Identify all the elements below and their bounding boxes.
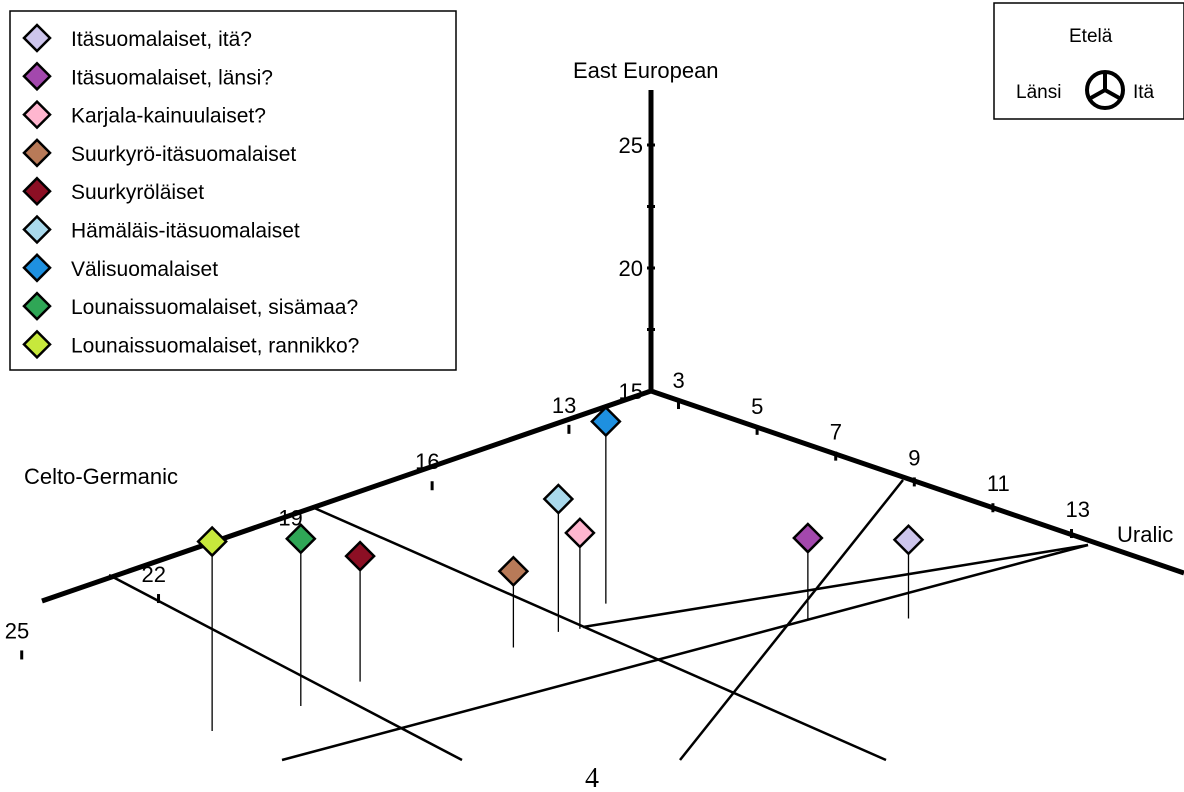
tick-label-x: 11 xyxy=(987,471,1010,496)
data-point-3 xyxy=(564,517,596,549)
legend-label-1: Itäsuomalaiset, itä? xyxy=(71,28,252,51)
data-point-6 xyxy=(542,483,575,515)
floor-grid xyxy=(108,479,1089,762)
legend: Itäsuomalaiset, itä? Itäsuomalaiset, läns… xyxy=(9,10,457,371)
axis-title-x: Uralic xyxy=(1117,522,1173,547)
legend-marker-4 xyxy=(22,138,52,168)
compass: Etelä Länsi Itä xyxy=(993,2,1184,120)
legend-marker-6 xyxy=(22,214,52,245)
axis-title-y: Celto-Germanic xyxy=(24,464,178,489)
data-point-9 xyxy=(196,525,228,558)
tick-label-x: 7 xyxy=(830,420,842,445)
axis-line-x xyxy=(650,388,1184,576)
axis-line-y xyxy=(41,388,652,604)
legend-marker-3 xyxy=(22,99,52,130)
legend-items: Itäsuomalaiset, itä? Itäsuomalaiset, läns… xyxy=(22,23,359,360)
legend-marker-1 xyxy=(22,23,52,53)
legend-label-4: Suurkyrö-itäsuomalaiset xyxy=(71,143,296,166)
axes xyxy=(20,90,1184,660)
grid-line-1 xyxy=(311,505,887,762)
legend-label-3: Karjala-kainuulaiset? xyxy=(71,105,266,128)
tick-label-x: 9 xyxy=(908,445,920,470)
grid-line-3 xyxy=(281,543,1089,762)
compass-label-west: Länsi xyxy=(1016,82,1061,103)
legend-label-6: Hämäläis-itäsuomalaiset xyxy=(71,220,300,243)
legend-marker-9 xyxy=(22,329,52,360)
legend-marker-5 xyxy=(22,176,52,206)
data-points xyxy=(196,405,925,588)
axis-title-z: East European xyxy=(573,58,719,83)
legend-label-5: Suurkyröläiset xyxy=(71,181,204,204)
legend-label-9: Lounaissuomalaiset, rannikko? xyxy=(71,334,359,357)
tick-label-z: 15 xyxy=(619,379,643,404)
legend-marker-7 xyxy=(22,253,52,283)
legend-label-7: Välisuomalaiset xyxy=(71,258,218,281)
compass-label-east: Itä xyxy=(1133,82,1155,103)
tick-label-y: 25 xyxy=(5,618,29,643)
tick-label-y: 22 xyxy=(142,562,166,587)
tick-label-z: 25 xyxy=(619,133,643,158)
tick-label-y: 19 xyxy=(278,506,302,531)
data-point-2 xyxy=(792,522,824,554)
tick-label-y: 13 xyxy=(552,393,576,418)
page-number: 4 xyxy=(585,763,599,792)
grid-line-2 xyxy=(108,573,463,762)
data-point-1 xyxy=(892,524,925,556)
legend-marker-8 xyxy=(22,291,52,321)
tick-label-x: 13 xyxy=(1066,497,1090,522)
legend-label-8: Lounaissuomalaiset, sisämaa? xyxy=(71,296,358,319)
grid-line-5 xyxy=(582,543,1089,629)
compass-label-south: Etelä xyxy=(1069,26,1113,47)
data-point-5 xyxy=(344,540,376,572)
legend-label-2: Itäsuomalaiset, länsi? xyxy=(71,66,273,89)
data-point-4 xyxy=(497,555,530,588)
tick-label-x: 5 xyxy=(751,394,763,419)
legend-marker-2 xyxy=(22,61,52,92)
tick-labels: 3 5 7 9 11 13 13 16 19 22 25 15 20 25 xyxy=(5,133,1090,643)
data-point-8 xyxy=(285,523,317,555)
data-point-7 xyxy=(590,405,622,438)
tick-label-x: 3 xyxy=(673,368,685,393)
tick-label-z: 20 xyxy=(619,256,643,281)
legend-box xyxy=(9,10,457,371)
compass-icon xyxy=(1085,70,1125,110)
grid-line-4 xyxy=(679,479,904,761)
tick-label-y: 16 xyxy=(415,449,439,474)
point-stems xyxy=(211,421,910,731)
